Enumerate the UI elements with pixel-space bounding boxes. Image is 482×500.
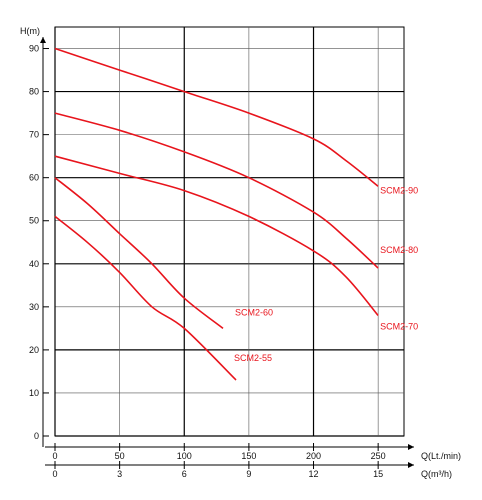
y-tick-label: 30 <box>29 302 39 312</box>
y-tick-label: 80 <box>29 87 39 97</box>
x-axis-label-m3h: Q(m³/h) <box>421 469 452 479</box>
series-label-scm2-55: SCM2-55 <box>234 353 272 363</box>
y-tick-label: 50 <box>29 216 39 226</box>
y-tick-label: 10 <box>29 388 39 398</box>
series-labels: SCM2-90 SCM2-80 SCM2-70 SCM2-60 SCM2-55 <box>234 185 418 363</box>
plot-frame <box>54 26 405 437</box>
y-tick-label: 20 <box>29 345 39 355</box>
x-tick-label-lmin: 100 <box>177 451 192 461</box>
y-arrow <box>40 37 46 43</box>
x-axis-label-lmin: Q(Lt./min) <box>421 451 461 461</box>
y-tick-label: 40 <box>29 259 39 269</box>
x-tick-label-m3h: 9 <box>246 469 251 479</box>
x-tick-label-m3h: 15 <box>373 469 383 479</box>
series-line-scm2-80 <box>54 112 379 269</box>
x-tick-label-m3h: 12 <box>309 469 319 479</box>
x-tick-label-m3h: 0 <box>52 469 57 479</box>
x-tick-label-lmin: 150 <box>241 451 256 461</box>
series-label-scm2-60: SCM2-60 <box>235 307 273 317</box>
grid <box>54 26 405 437</box>
series-label-scm2-70: SCM2-70 <box>380 321 418 331</box>
x-tick-label-lmin: 250 <box>371 451 386 461</box>
x-arrow-lmin <box>408 444 414 450</box>
series-curves <box>54 47 379 381</box>
x-tick-label-m3h: 3 <box>117 469 122 479</box>
y-tick-label: 90 <box>29 44 39 54</box>
x-tick-label-m3h: 6 <box>182 469 187 479</box>
x-tick-label-lmin: 0 <box>52 451 57 461</box>
axes: 0 10 20 30 40 50 60 70 80 90 0 50 100 150 200 250 0 3 6 9 12… <box>29 37 414 479</box>
y-tick-label: 0 <box>34 431 39 441</box>
x-tick-label-lmin: 50 <box>115 451 125 461</box>
series-label-scm2-80: SCM2-80 <box>380 245 418 255</box>
series-line-scm2-55 <box>54 215 237 381</box>
x-arrow-m3h <box>408 462 414 468</box>
y-axis-label: H(m) <box>20 26 40 36</box>
series-line-scm2-90 <box>54 47 379 187</box>
series-line-scm2-60 <box>54 177 224 330</box>
x-tick-label-lmin: 200 <box>306 451 321 461</box>
series-label-scm2-90: SCM2-90 <box>380 185 418 195</box>
y-tick-label: 60 <box>29 173 39 183</box>
y-tick-label: 70 <box>29 130 39 140</box>
series-line-scm2-70 <box>54 155 379 317</box>
